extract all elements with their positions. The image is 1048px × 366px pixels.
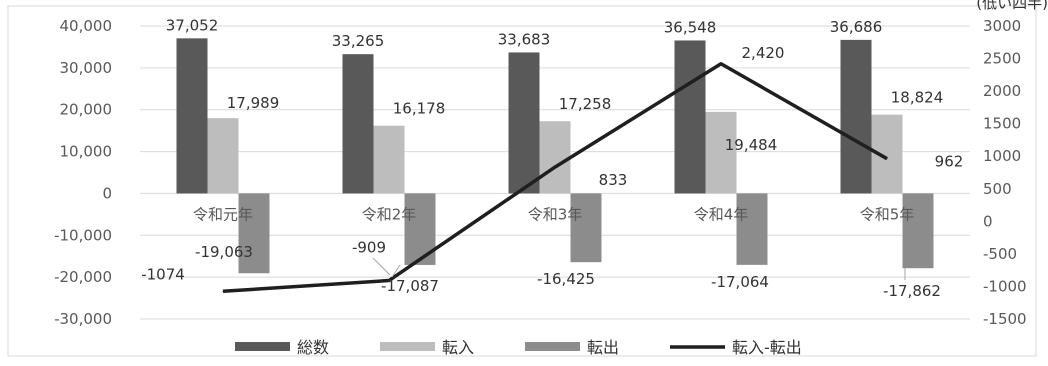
data-label-転入-転出: -1074 [141, 265, 185, 283]
y-right-tick-label: 2500 [983, 50, 1021, 68]
line-point [720, 63, 722, 65]
line-point [554, 166, 556, 168]
data-labels: 37,052 17,989 -19,063 33,265 16,178 -17,087 33… [141, 16, 963, 300]
data-label-総数: 33,683 [498, 30, 551, 48]
data-label-転出: -17,087 [381, 277, 439, 295]
y-left-tick-label: 10,000 [60, 143, 113, 161]
y-right-tick-label: -1500 [983, 310, 1027, 328]
y-axis-left: 40,000 30,000 20,000 10,000 0 -10,000 -20,000 -… [54, 17, 112, 328]
data-label-転入: 18,824 [891, 89, 944, 107]
line-layer [222, 62, 888, 294]
bar-転出 [736, 193, 768, 265]
y-left-tick-label: 40,000 [60, 17, 113, 35]
data-label-転入-転出: 2,420 [742, 44, 785, 62]
data-label-転出: -17,862 [883, 282, 941, 300]
data-label-転入-転出: 962 [935, 153, 964, 171]
data-label-総数: 37,052 [166, 16, 219, 34]
category-label: 令和元年 [193, 205, 253, 223]
data-label-転入: 17,258 [559, 95, 612, 113]
y-right-tick-label: 3000 [983, 17, 1021, 35]
bar-転入 [539, 121, 571, 194]
bar-転出 [570, 193, 602, 263]
line-point [886, 158, 888, 160]
bar-総数 [508, 52, 540, 194]
category-label: 令和3年 [528, 205, 583, 223]
y-left-tick-label: -30,000 [54, 310, 112, 328]
data-label-転入-転出: 833 [599, 171, 628, 189]
legend-label: 転入 [442, 338, 474, 357]
data-label-転出: -17,064 [711, 273, 769, 291]
data-label-総数: 36,548 [664, 18, 717, 36]
data-label-転入: 19,484 [725, 136, 778, 154]
bar-転出 [902, 193, 934, 269]
y-left-tick-label: -10,000 [54, 226, 112, 244]
bar-転出 [238, 193, 270, 274]
data-label-転入: 17,989 [227, 94, 280, 112]
legend-label: 転入-転出 [732, 338, 802, 357]
y-left-tick-label: 0 [102, 184, 112, 202]
legend-label: 総数 [297, 338, 329, 357]
bar-転入 [705, 111, 737, 194]
bar-総数 [342, 54, 374, 194]
category-label: 令和5年 [860, 205, 915, 223]
y-right-tick-label: -500 [983, 245, 1017, 263]
bar-転出 [404, 193, 436, 265]
legend-label: 転出 [587, 338, 619, 357]
category-labels: 令和元年 令和2年 令和3年 令和4年 令和5年 [193, 205, 914, 223]
line-point [388, 280, 390, 282]
bar-総数 [840, 39, 872, 194]
bar-転入 [207, 118, 239, 194]
y-right-tick-label: 2000 [983, 82, 1021, 100]
category-label: 令和2年 [362, 205, 417, 223]
unit-note: (低い四半) [976, 0, 1048, 12]
data-label-総数: 36,686 [830, 18, 883, 36]
bar-転入 [373, 125, 405, 194]
data-label-転出: -16,425 [537, 270, 595, 288]
leader-line [372, 257, 391, 276]
y-axis-right: 3000 2500 2000 1500 1000 500 0 -500 -1000 -1500 [983, 17, 1027, 328]
y-left-tick-label: 30,000 [60, 59, 113, 77]
data-label-転出: -19,063 [195, 243, 253, 261]
y-left-tick-label: -20,000 [54, 268, 112, 286]
bar-総数 [674, 40, 706, 194]
bar-総数 [176, 38, 208, 194]
y-right-tick-label: 500 [983, 180, 1012, 198]
line-point [222, 290, 224, 292]
leader-line [391, 264, 401, 278]
plot-border [7, 5, 1037, 357]
y-right-tick-label: 1000 [983, 147, 1021, 165]
category-label: 令和4年 [694, 205, 749, 223]
data-label-転入: 16,178 [393, 100, 446, 118]
y-right-tick-label: 0 [983, 212, 993, 230]
data-label-総数: 33,265 [332, 32, 385, 50]
grid-layer [140, 25, 970, 320]
data-label-転入-転出: -909 [352, 239, 386, 257]
legend-swatch [525, 342, 580, 351]
y-right-tick-label: 1500 [983, 115, 1021, 133]
y-left-tick-label: 20,000 [60, 101, 113, 119]
legend-swatch [235, 342, 290, 351]
y-right-tick-label: -1000 [983, 277, 1027, 295]
legend: 総数 転入 転出 転入-転出 [235, 338, 802, 357]
bars-layer [176, 38, 934, 274]
legend-swatch [380, 342, 435, 351]
